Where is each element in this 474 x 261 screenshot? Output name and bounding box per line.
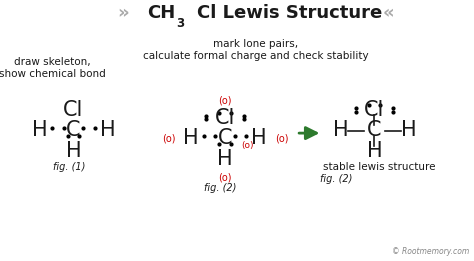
Text: 3: 3: [176, 17, 184, 30]
Text: H: H: [183, 128, 199, 148]
Text: H: H: [367, 141, 382, 161]
Text: (o): (o): [219, 173, 232, 183]
Text: (o): (o): [219, 95, 232, 105]
Text: draw skeleton,
show chemical bond: draw skeleton, show chemical bond: [0, 57, 106, 79]
Text: H: H: [32, 121, 47, 140]
Text: © Rootmemory.com: © Rootmemory.com: [392, 247, 469, 256]
Text: «: «: [383, 4, 394, 22]
Text: fig. (2): fig. (2): [320, 174, 353, 184]
Text: C: C: [66, 121, 81, 140]
Text: »: »: [118, 4, 129, 22]
Text: Cl: Cl: [215, 108, 235, 128]
Text: fig. (1): fig. (1): [53, 162, 85, 172]
Text: stable lewis structure: stable lewis structure: [323, 162, 436, 172]
Text: H: H: [252, 128, 267, 148]
Text: H: H: [333, 121, 348, 140]
Text: Cl Lewis Structure: Cl Lewis Structure: [197, 4, 382, 22]
Text: H: H: [218, 149, 233, 169]
Text: fig. (2): fig. (2): [204, 183, 237, 193]
Text: (o): (o): [275, 133, 288, 143]
Text: (o): (o): [162, 133, 175, 143]
Text: CH: CH: [147, 4, 175, 22]
Text: (o): (o): [241, 141, 254, 150]
Text: C: C: [367, 121, 382, 140]
Text: H: H: [100, 121, 115, 140]
Text: H: H: [66, 141, 81, 161]
Text: Cl: Cl: [365, 100, 384, 120]
Text: mark lone pairs,
calculate formal charge and check stability: mark lone pairs, calculate formal charge…: [143, 39, 369, 61]
Text: H: H: [401, 121, 416, 140]
Text: Cl: Cl: [64, 100, 83, 120]
Text: C: C: [218, 128, 232, 148]
